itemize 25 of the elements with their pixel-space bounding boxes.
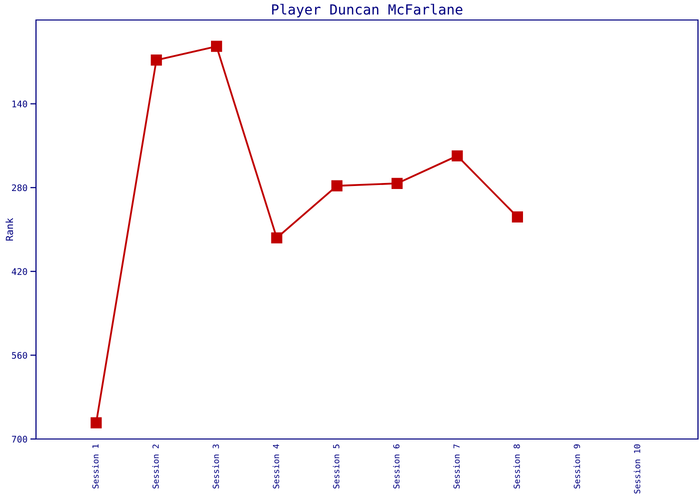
x-tick-label: Session 5: [332, 444, 340, 488]
point: [271, 232, 282, 244]
point: [331, 180, 342, 192]
point: [512, 211, 524, 222]
x-tick-label: Session 7: [453, 444, 460, 488]
point: [90, 417, 102, 428]
point: [452, 150, 463, 162]
y-tick-label: 140: [12, 100, 28, 108]
x-tick-label: Session 10: [634, 444, 640, 494]
x-tick-label: Session 6: [393, 444, 400, 488]
x-tick-label: Session 3: [212, 444, 219, 488]
point: [392, 178, 403, 189]
y-tick-label: 420: [12, 268, 28, 275]
x-tick-label: Session 2: [152, 444, 159, 488]
x-tick-label: Session 4: [272, 444, 280, 488]
chart-title: Player Duncan McFarlane: [272, 4, 462, 18]
x-tick-label: Session 8: [513, 444, 520, 488]
y-tick-label: 280: [12, 184, 28, 192]
point: [210, 40, 222, 52]
x-tick-label: Session 1: [92, 444, 99, 488]
point: [150, 54, 162, 66]
y-axis-title: Rank: [6, 218, 14, 241]
y-tick-label: 700: [12, 436, 28, 443]
y-tick-label: 560: [12, 352, 28, 359]
x-tick-label: Session 9: [574, 444, 580, 488]
